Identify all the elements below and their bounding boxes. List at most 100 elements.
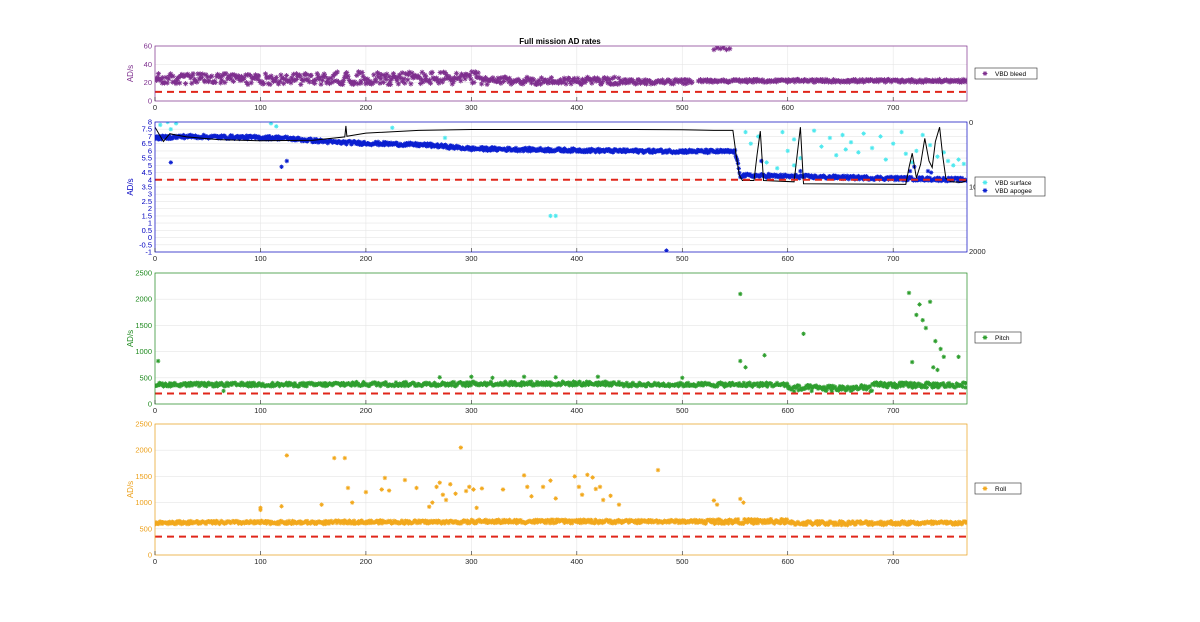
data-point bbox=[743, 129, 748, 135]
data-point bbox=[615, 81, 621, 87]
data-point bbox=[546, 146, 551, 151]
data-point bbox=[544, 379, 549, 385]
data-point bbox=[379, 521, 385, 526]
data-point bbox=[461, 381, 467, 386]
data-point bbox=[186, 383, 192, 389]
data-point bbox=[397, 141, 403, 147]
data-point bbox=[216, 383, 221, 388]
data-point bbox=[646, 148, 651, 154]
data-point bbox=[439, 382, 444, 387]
y-axis-label: AD/s bbox=[126, 481, 135, 498]
data-point bbox=[958, 382, 964, 388]
data-point bbox=[669, 80, 675, 86]
data-point bbox=[707, 517, 713, 522]
data-point bbox=[875, 79, 881, 85]
data-point bbox=[616, 75, 622, 81]
data-point bbox=[403, 71, 409, 77]
data-point bbox=[521, 148, 526, 154]
legend-bleed: VBD bleed bbox=[974, 67, 1038, 80]
x-tick-label: 500 bbox=[676, 103, 689, 112]
data-point bbox=[538, 75, 545, 81]
data-point bbox=[741, 172, 746, 177]
data-point bbox=[791, 163, 797, 168]
data-point bbox=[404, 71, 410, 77]
data-point bbox=[229, 133, 235, 138]
data-point bbox=[216, 72, 222, 78]
data-point bbox=[784, 383, 789, 389]
data-point bbox=[441, 144, 446, 150]
data-point bbox=[796, 383, 802, 388]
data-point bbox=[189, 383, 195, 388]
legend-label: VBD surface bbox=[995, 180, 1032, 187]
data-point bbox=[872, 382, 877, 388]
data-point bbox=[924, 78, 930, 85]
data-point bbox=[811, 176, 817, 181]
data-point bbox=[326, 80, 333, 87]
data-point bbox=[376, 521, 382, 526]
data-point bbox=[502, 382, 507, 387]
data-point bbox=[418, 80, 424, 87]
data-point bbox=[247, 380, 252, 386]
data-point bbox=[617, 518, 623, 524]
data-point bbox=[577, 379, 582, 385]
data-point bbox=[749, 520, 754, 526]
data-point bbox=[411, 381, 417, 386]
data-point bbox=[883, 382, 888, 387]
data-point bbox=[697, 77, 704, 83]
data-point bbox=[203, 72, 209, 78]
data-point bbox=[729, 518, 734, 523]
data-point bbox=[355, 381, 361, 387]
data-point bbox=[242, 136, 248, 141]
data-point bbox=[262, 520, 267, 526]
data-point bbox=[208, 135, 214, 140]
data-point bbox=[266, 137, 271, 142]
data-point bbox=[579, 492, 585, 497]
data-point bbox=[490, 75, 496, 81]
data-point bbox=[402, 521, 408, 526]
data-point bbox=[528, 80, 535, 86]
data-point bbox=[267, 81, 273, 87]
data-point bbox=[907, 79, 913, 85]
data-point bbox=[439, 79, 445, 85]
data-point bbox=[426, 77, 433, 83]
data-point bbox=[743, 365, 748, 370]
data-point bbox=[636, 150, 641, 155]
data-point bbox=[284, 521, 290, 526]
data-point bbox=[443, 383, 448, 388]
data-point bbox=[534, 80, 540, 87]
data-point bbox=[852, 386, 857, 391]
data-point bbox=[510, 519, 515, 525]
data-point bbox=[474, 520, 479, 526]
data-point bbox=[884, 522, 889, 527]
data-point bbox=[944, 383, 950, 389]
data-point bbox=[784, 519, 789, 524]
y-tick-label: 2000 bbox=[135, 446, 152, 455]
data-point bbox=[918, 177, 924, 183]
data-point bbox=[900, 175, 905, 181]
data-point bbox=[628, 79, 634, 85]
data-point bbox=[372, 77, 378, 83]
data-point bbox=[523, 145, 528, 151]
data-point bbox=[416, 518, 422, 523]
data-point bbox=[824, 388, 829, 393]
data-point bbox=[546, 380, 551, 386]
data-point bbox=[762, 353, 767, 358]
data-point bbox=[896, 520, 901, 525]
data-point bbox=[160, 381, 165, 386]
data-point bbox=[827, 135, 833, 141]
data-point bbox=[554, 520, 559, 525]
data-point bbox=[442, 521, 448, 526]
y-tick-label: 1500 bbox=[135, 472, 152, 481]
data-point bbox=[636, 518, 641, 524]
data-point bbox=[864, 174, 869, 179]
data-point bbox=[525, 148, 531, 154]
data-point bbox=[201, 383, 207, 388]
data-point bbox=[415, 141, 421, 146]
data-point bbox=[722, 149, 727, 155]
data-point bbox=[254, 76, 260, 82]
data-point bbox=[780, 175, 786, 180]
data-point bbox=[956, 77, 962, 83]
data-point bbox=[358, 78, 364, 84]
data-point bbox=[546, 77, 552, 83]
data-point bbox=[293, 71, 299, 77]
